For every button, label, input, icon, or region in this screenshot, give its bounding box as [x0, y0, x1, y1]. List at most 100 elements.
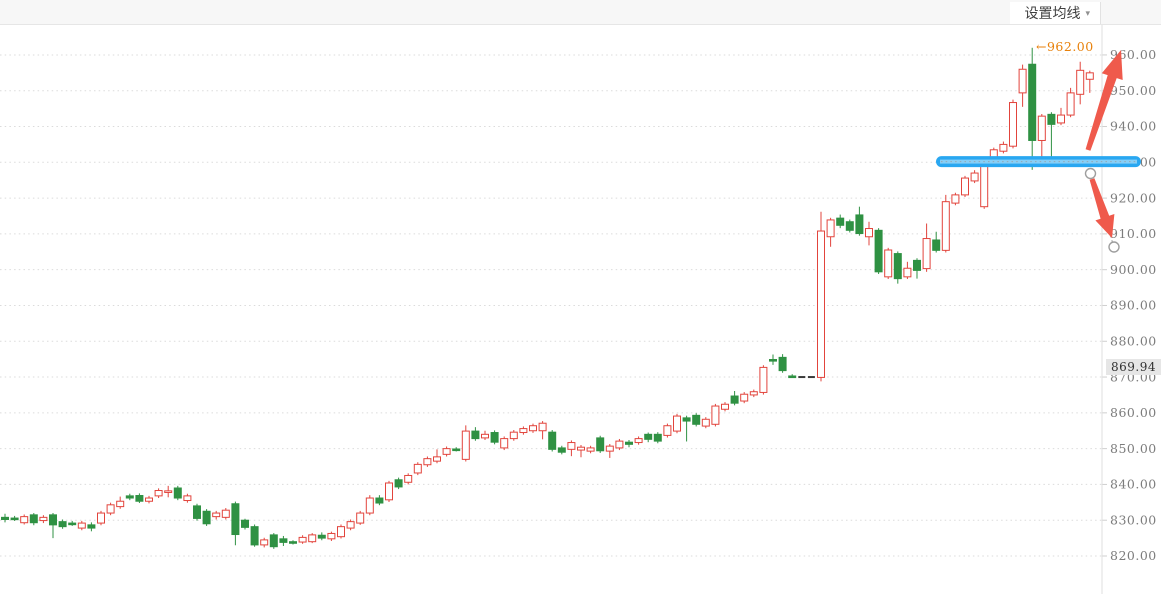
candle-body — [778, 356, 787, 372]
candle-body — [644, 433, 653, 440]
caret-down-icon: ▾ — [1085, 8, 1090, 18]
y-axis-label: 840.00 — [1110, 477, 1157, 492]
candle-body — [922, 238, 931, 270]
candle-body — [116, 500, 125, 508]
candle-body — [212, 512, 221, 518]
candle-body — [231, 503, 240, 536]
ma-settings-label: 设置均线 — [1024, 5, 1081, 21]
candle-body — [682, 417, 691, 422]
candle-body — [87, 524, 96, 529]
candle-body — [500, 438, 509, 449]
candle-body — [1076, 69, 1085, 95]
candle-body — [106, 504, 115, 514]
candle-body — [701, 418, 710, 427]
candle-body — [845, 221, 854, 231]
candle-body — [97, 512, 105, 524]
candle-body — [317, 534, 326, 539]
candle-body — [538, 422, 547, 432]
candle-body — [269, 534, 278, 548]
candle-body — [615, 440, 624, 449]
candle-body — [663, 425, 672, 436]
candle-body — [893, 253, 902, 280]
candle-body — [394, 479, 403, 488]
candle-body — [970, 172, 979, 182]
candle-body — [855, 214, 864, 235]
y-axis-label: 890.00 — [1110, 298, 1157, 313]
candle-body — [442, 448, 451, 455]
candle-body — [385, 482, 393, 501]
y-axis-label: 900.00 — [1110, 262, 1157, 277]
candle-body — [20, 516, 29, 524]
candle-body — [961, 177, 969, 196]
candle-body — [461, 430, 470, 460]
candle-body — [29, 514, 38, 524]
candle-body — [337, 526, 345, 538]
candle-body — [164, 490, 173, 493]
candle-body — [298, 536, 307, 543]
flat-candle — [807, 376, 815, 379]
candle-body — [932, 239, 941, 251]
candle-body — [730, 395, 739, 404]
candle-body — [1037, 115, 1046, 141]
y-axis-label: 950.00 — [1110, 83, 1157, 98]
candle-body — [241, 519, 249, 528]
candle-body — [903, 267, 912, 278]
annotation-handle[interactable] — [1108, 241, 1120, 253]
candle-body — [749, 391, 758, 396]
ma-settings-button[interactable]: 设置均线 ▾ — [1010, 2, 1101, 24]
annotation-handle[interactable] — [1084, 167, 1097, 180]
candle-body — [356, 512, 365, 524]
header-bar: 设置均线 ▾ — [0, 0, 1161, 25]
candle-body — [529, 425, 537, 432]
candle-body — [519, 428, 528, 434]
y-axis-label: 820.00 — [1110, 548, 1157, 563]
candle-body — [346, 521, 355, 529]
candle-body — [365, 497, 374, 514]
candle-body — [577, 446, 585, 451]
candle-body — [481, 433, 489, 439]
candle-body — [452, 448, 461, 452]
candle-body — [1018, 68, 1027, 94]
candle-body — [1085, 72, 1094, 80]
candle-body — [193, 505, 201, 519]
candle-body — [673, 415, 681, 432]
candle-body — [173, 487, 182, 499]
candle-body — [423, 458, 432, 466]
high-price-annotation: ←962.00 — [1036, 39, 1094, 54]
down-trend-arrow[interactable] — [1089, 178, 1115, 238]
candle-body — [711, 405, 720, 425]
candle-body — [826, 219, 835, 238]
candle-body — [77, 522, 86, 529]
y-axis-label: 960.00 — [1110, 47, 1157, 62]
candle-body — [874, 229, 883, 273]
candle-body — [10, 517, 19, 521]
candle-body — [145, 497, 153, 502]
candle-body — [586, 447, 595, 452]
candle-body — [596, 437, 605, 452]
candle-body — [769, 359, 777, 362]
candle-body — [68, 522, 77, 526]
y-axis-label: 830.00 — [1110, 512, 1157, 527]
candle-body — [260, 539, 269, 546]
candle-body — [951, 194, 960, 204]
candle-body — [413, 463, 422, 474]
candle-body — [39, 516, 48, 522]
candle-body — [634, 438, 643, 444]
candle-body — [759, 366, 768, 393]
candle-body — [740, 393, 749, 402]
candle-body — [49, 514, 57, 526]
candle-body — [375, 497, 384, 504]
candle-body — [327, 532, 336, 540]
up-trend-arrow[interactable] — [1085, 50, 1123, 151]
candle-body — [788, 375, 797, 379]
candle-body — [884, 249, 893, 278]
current-price-tag: 869.94 — [1106, 359, 1161, 375]
candle-body — [865, 228, 873, 238]
y-axis-label: 910.00 — [1110, 226, 1157, 241]
candle-body — [548, 431, 557, 450]
candle-body — [490, 432, 499, 443]
candle-body — [567, 442, 576, 450]
candle-body — [1057, 114, 1065, 124]
